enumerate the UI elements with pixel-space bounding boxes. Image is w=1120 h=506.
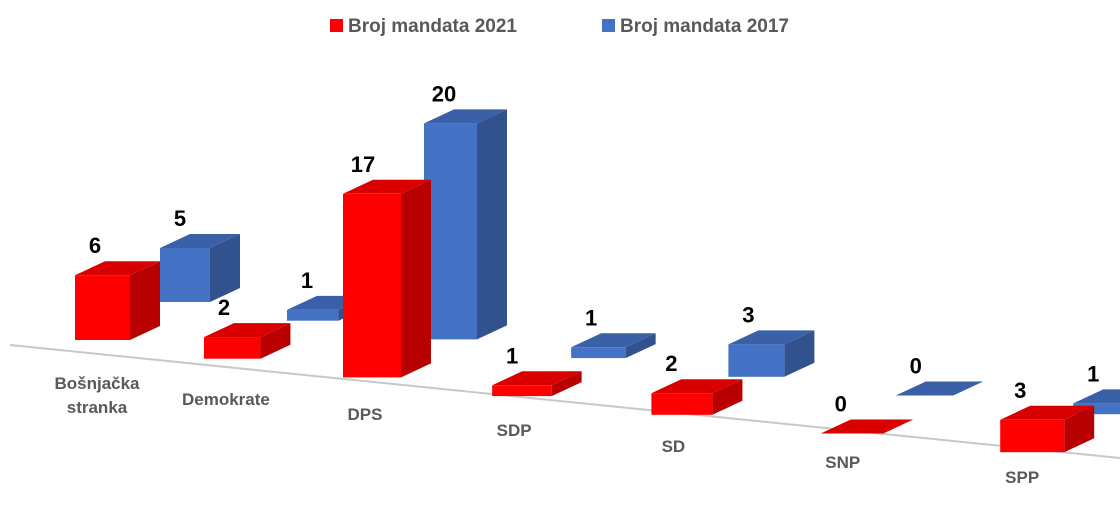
legend-label: Broj mandata 2017 bbox=[620, 16, 789, 37]
data-label: 6 bbox=[89, 233, 101, 258]
bar-top bbox=[1000, 405, 1095, 420]
bar bbox=[203, 323, 291, 359]
bar-top bbox=[203, 323, 291, 338]
bar-top bbox=[728, 330, 815, 345]
bar-front bbox=[492, 385, 552, 397]
bar-front bbox=[286, 309, 339, 321]
bar-front bbox=[728, 344, 785, 377]
bar-top bbox=[1073, 389, 1120, 404]
x-tick-label: DPS bbox=[347, 405, 383, 425]
bar-top bbox=[571, 333, 656, 348]
bar bbox=[75, 261, 160, 340]
bar-top bbox=[492, 371, 582, 386]
bar-front bbox=[203, 337, 261, 359]
bar-side bbox=[784, 330, 815, 377]
bar-front bbox=[75, 275, 130, 340]
data-label: 3 bbox=[742, 302, 754, 327]
x-tick-label: Bošnjačka stranka bbox=[54, 374, 140, 417]
data-label: 1 bbox=[506, 343, 518, 368]
bar-top bbox=[820, 419, 914, 434]
data-label: 2 bbox=[218, 295, 230, 320]
bar-top bbox=[343, 179, 431, 194]
bar-side bbox=[477, 109, 507, 340]
bar-top bbox=[424, 109, 507, 124]
bar-front bbox=[571, 347, 626, 359]
bar-front bbox=[343, 193, 401, 378]
bar-front bbox=[160, 248, 210, 302]
data-label: 5 bbox=[174, 206, 186, 231]
data-label: 1 bbox=[1087, 361, 1099, 386]
bar-front bbox=[424, 123, 477, 340]
legend-swatch bbox=[602, 19, 615, 32]
bar-front bbox=[1073, 403, 1120, 415]
x-tick-label: SD bbox=[661, 436, 686, 456]
bar-top bbox=[651, 379, 743, 394]
x-tick-label: SDP bbox=[496, 421, 532, 441]
data-label: 17 bbox=[351, 152, 375, 177]
bar bbox=[343, 179, 431, 378]
bar bbox=[492, 371, 582, 397]
x-tick-label: SPP bbox=[1005, 468, 1040, 488]
bar bbox=[1073, 389, 1120, 415]
x-tick-label: SNP bbox=[825, 452, 861, 472]
bar-front bbox=[651, 393, 713, 415]
bar bbox=[728, 330, 815, 377]
data-label: 20 bbox=[432, 81, 456, 106]
bar bbox=[820, 419, 914, 434]
x-tick-label: Demokrate bbox=[182, 389, 270, 409]
bar bbox=[1000, 405, 1095, 453]
bar-side bbox=[401, 179, 431, 378]
data-label: 1 bbox=[301, 268, 313, 293]
data-label: 0 bbox=[835, 392, 847, 417]
floor-line bbox=[9, 344, 1120, 459]
data-label: 3 bbox=[1014, 378, 1026, 403]
bar bbox=[571, 333, 656, 359]
bar-side bbox=[210, 234, 240, 302]
bar bbox=[895, 381, 984, 396]
data-label: 2 bbox=[665, 351, 677, 376]
bar-top bbox=[895, 381, 984, 396]
bar-side bbox=[551, 371, 582, 397]
bar-side bbox=[1064, 405, 1095, 453]
bar bbox=[160, 234, 240, 302]
bar-side bbox=[712, 379, 743, 415]
bar bbox=[651, 379, 743, 415]
data-label: 0 bbox=[910, 354, 922, 379]
bar-side bbox=[625, 333, 656, 359]
bar-top bbox=[160, 234, 240, 248]
bar-front bbox=[1000, 419, 1065, 453]
bar-side bbox=[130, 261, 160, 340]
bar-side bbox=[260, 323, 291, 359]
data-label: 1 bbox=[585, 305, 597, 330]
bar-top bbox=[75, 261, 160, 276]
bar bbox=[424, 109, 507, 340]
legend-label: Broj mandata 2021 bbox=[348, 16, 517, 37]
legend-swatch bbox=[330, 19, 343, 32]
